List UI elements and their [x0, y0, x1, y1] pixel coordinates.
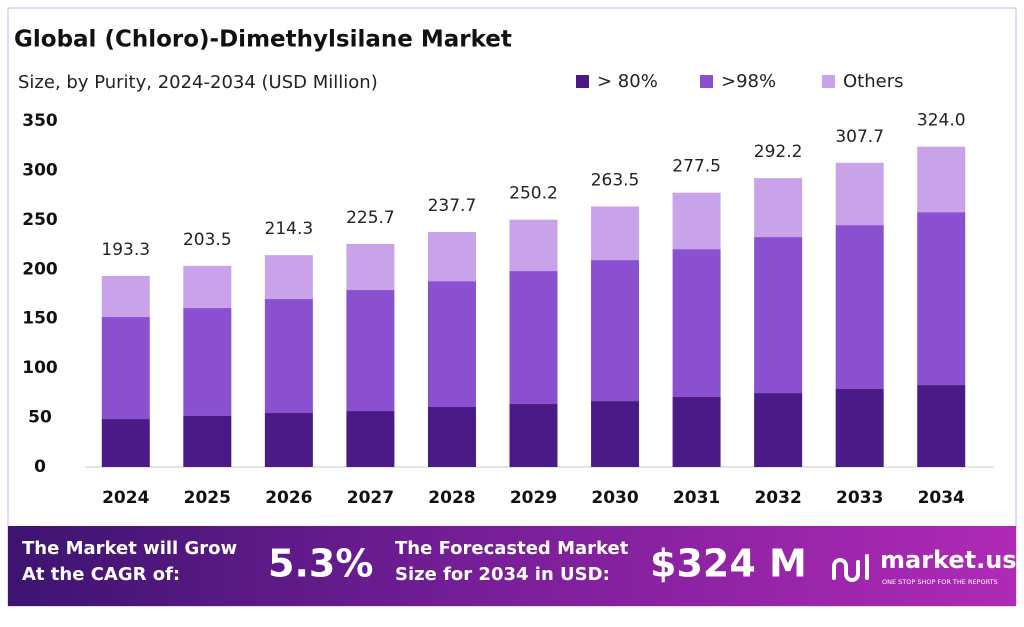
total-label: 292.2 [754, 142, 803, 162]
bar-segment [101, 275, 150, 318]
x-tick-label: 2032 [754, 488, 801, 508]
bar-segment [509, 404, 558, 467]
bar-segment [917, 385, 966, 467]
chart-title: Global (Chloro)-Dimethylsilane Market [14, 27, 512, 53]
forecast-text: The Forecasted Market Size for 2034 in US… [395, 538, 629, 585]
y-tick-label: 350 [22, 111, 58, 131]
total-label: 237.7 [428, 196, 477, 216]
bar-segment [754, 237, 803, 394]
legend-label: >98% [721, 71, 776, 92]
bar-segment [346, 290, 395, 412]
x-tick-label: 2027 [347, 488, 394, 508]
legend-label: Others [843, 71, 904, 92]
bar-segment [591, 206, 640, 261]
x-tick-label: 2034 [918, 488, 965, 508]
chart-subtitle: Size, by Purity, 2024-2034 (USD Million) [18, 72, 378, 93]
bar-segment [264, 413, 313, 467]
bar-segment [427, 281, 476, 407]
bar-segment [101, 317, 150, 420]
total-label: 263.5 [591, 171, 640, 191]
x-tick-label: 2030 [591, 488, 638, 508]
bar-segment [917, 212, 966, 386]
x-tick-label: 2029 [510, 488, 557, 508]
bar-segment [427, 232, 476, 282]
cagr-text: The Market will Grow At the CAGR of: [22, 538, 237, 585]
bar-segment [835, 225, 884, 390]
bar-segment [754, 178, 803, 238]
y-tick-label: 300 [22, 160, 58, 180]
bar-segment [591, 260, 640, 402]
brand-logo [832, 554, 869, 582]
y-tick-label: 200 [22, 259, 58, 279]
legend-label: > 80% [597, 71, 658, 92]
total-label: 203.5 [183, 230, 232, 250]
bar-segment [672, 192, 721, 250]
bar-segment [264, 255, 313, 300]
bar-segment [754, 393, 803, 467]
x-tick-label: 2028 [428, 488, 475, 508]
bar-segment [509, 271, 558, 405]
x-tick-label: 2025 [184, 488, 231, 508]
bar-segment [183, 265, 232, 309]
y-tick-label: 50 [28, 408, 52, 428]
legend-swatch [822, 75, 835, 88]
total-label: 193.3 [101, 240, 150, 260]
x-tick-label: 2033 [836, 488, 883, 508]
bar-segment [183, 308, 232, 416]
bar-segment [672, 397, 721, 467]
total-label: 225.7 [346, 208, 395, 228]
bar-segment [835, 162, 884, 226]
bar-segment [917, 146, 966, 213]
total-label: 277.5 [672, 157, 721, 177]
bar-segment [835, 389, 884, 467]
total-label: 324.0 [917, 111, 966, 131]
y-tick-label: 0 [34, 457, 46, 477]
bar-segment [346, 243, 395, 291]
bar-segment [591, 401, 640, 467]
total-label: 307.7 [835, 127, 884, 147]
cagr-value: 5.3% [268, 542, 373, 586]
y-tick-label: 100 [22, 358, 58, 378]
total-label: 250.2 [509, 184, 558, 204]
y-tick-label: 150 [22, 309, 58, 329]
bar-segment [427, 406, 476, 467]
bar-segment [672, 249, 721, 398]
x-tick-label: 2031 [673, 488, 720, 508]
bar-segment [101, 419, 150, 467]
bar-segment [183, 415, 232, 467]
bar-segment [346, 411, 395, 467]
bar-segment [509, 219, 558, 272]
x-tick-label: 2026 [265, 488, 312, 508]
y-tick-label: 250 [22, 210, 58, 230]
brand: market.us [880, 546, 1017, 574]
total-label: 214.3 [265, 219, 314, 239]
bar-segment [264, 299, 313, 414]
forecast-value: $324 M [650, 542, 807, 586]
legend-swatch [700, 75, 713, 88]
tagline: ONE STOP SHOP FOR THE REPORTS [882, 578, 998, 586]
x-tick-label: 2024 [102, 488, 149, 508]
legend-swatch [576, 75, 589, 88]
